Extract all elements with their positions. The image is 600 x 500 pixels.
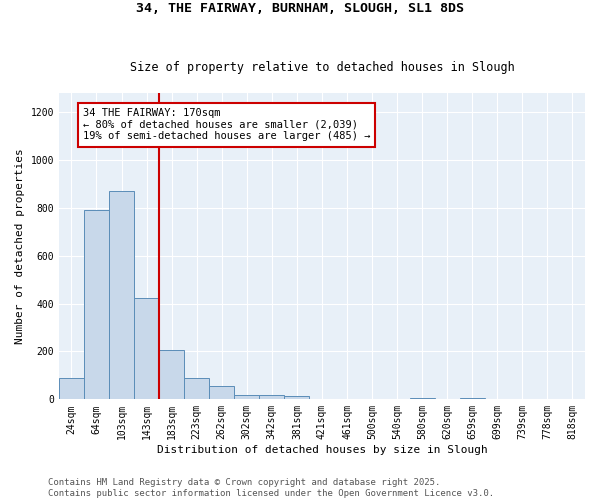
Bar: [259, 394, 284, 400]
Bar: [134, 298, 159, 400]
Text: Contains HM Land Registry data © Crown copyright and database right 2025.
Contai: Contains HM Land Registry data © Crown c…: [48, 478, 494, 498]
Bar: [59, 378, 84, 400]
Bar: [284, 396, 310, 400]
Bar: [410, 398, 434, 400]
Bar: [109, 191, 134, 400]
Title: Size of property relative to detached houses in Slough: Size of property relative to detached ho…: [130, 60, 514, 74]
Y-axis label: Number of detached properties: Number of detached properties: [15, 148, 25, 344]
Text: 34, THE FAIRWAY, BURNHAM, SLOUGH, SL1 8DS: 34, THE FAIRWAY, BURNHAM, SLOUGH, SL1 8D…: [136, 2, 464, 16]
Bar: [460, 398, 485, 400]
Bar: [84, 210, 109, 400]
X-axis label: Distribution of detached houses by size in Slough: Distribution of detached houses by size …: [157, 445, 487, 455]
Bar: [209, 386, 234, 400]
Bar: [234, 394, 259, 400]
Text: 34 THE FAIRWAY: 170sqm
← 80% of detached houses are smaller (2,039)
19% of semi-: 34 THE FAIRWAY: 170sqm ← 80% of detached…: [83, 108, 370, 142]
Bar: [184, 378, 209, 400]
Bar: [159, 350, 184, 400]
